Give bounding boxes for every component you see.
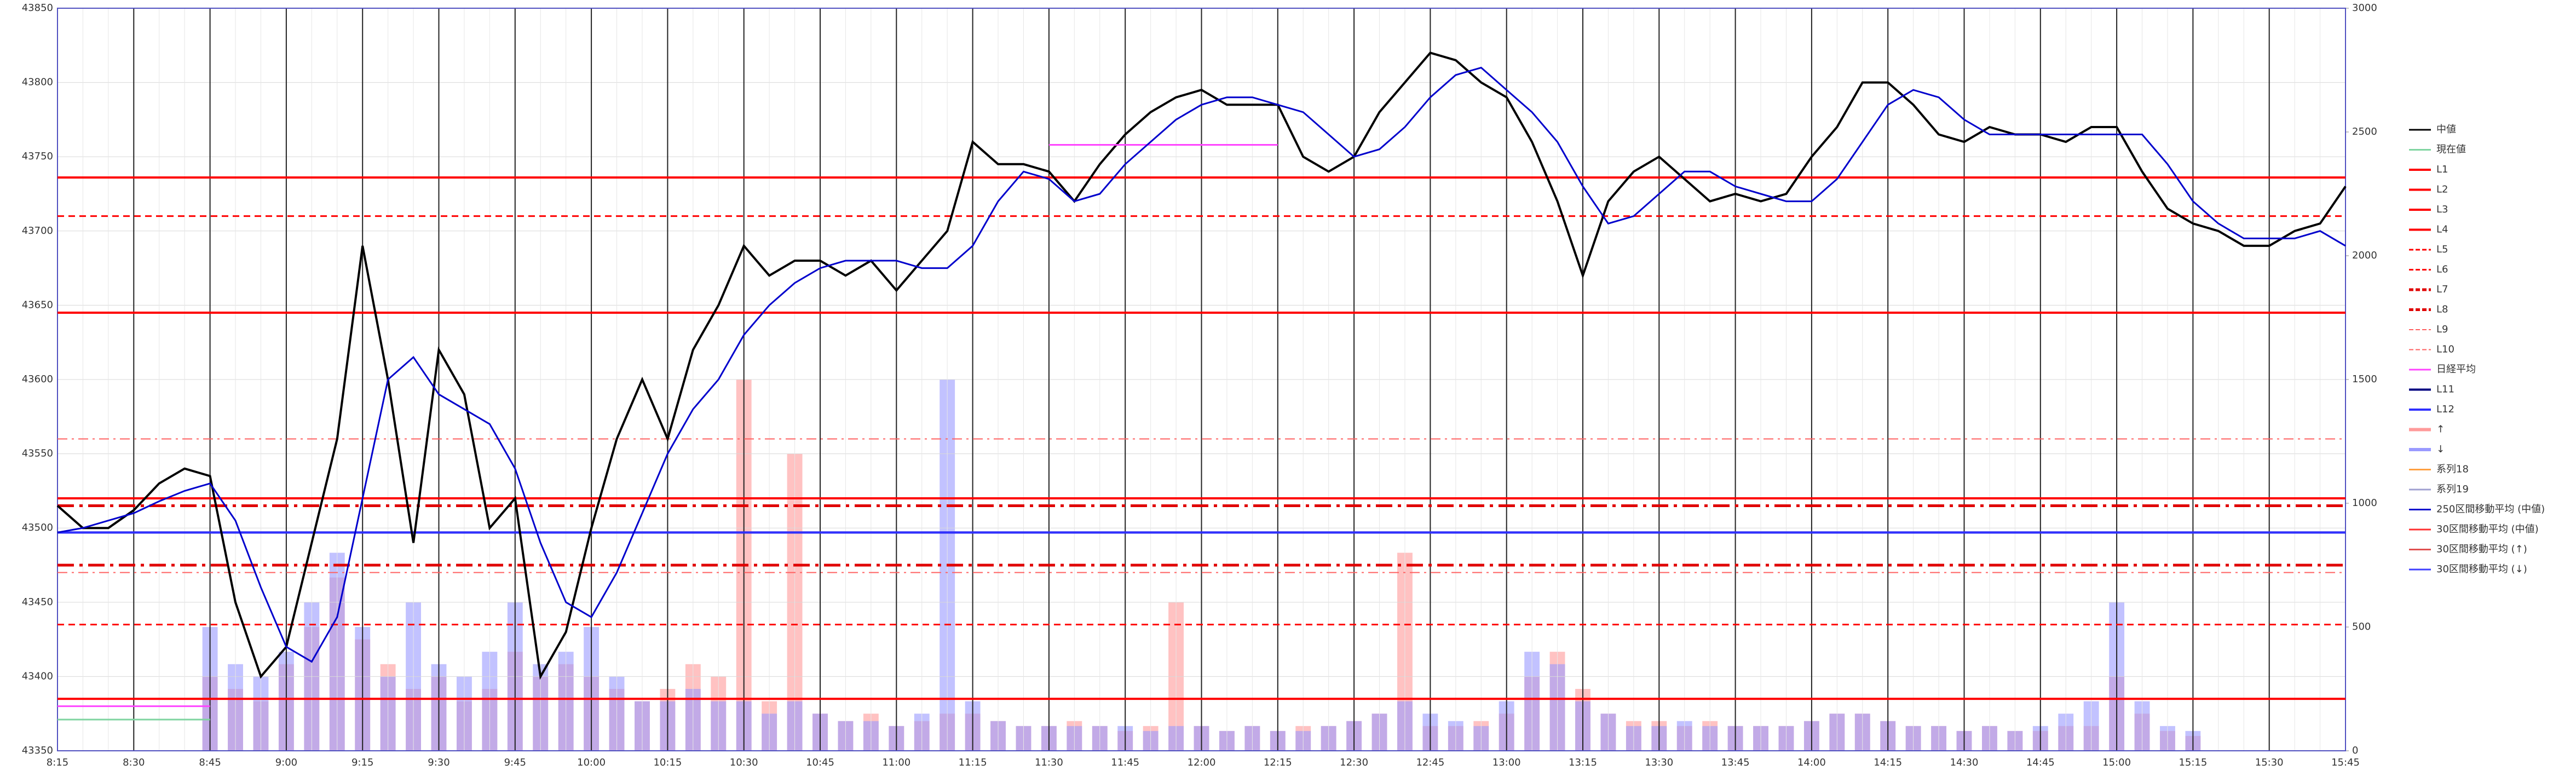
- x-tick-label: 8:15: [47, 757, 68, 768]
- legend-label: L2: [2436, 184, 2448, 196]
- legend-label: 30区間移動平均 (↑): [2436, 544, 2527, 555]
- y-tick-label: 43700: [22, 225, 53, 237]
- legend-label: 系列19: [2436, 484, 2469, 495]
- x-tick-label: 9:15: [351, 757, 373, 768]
- legend-label: L10: [2436, 344, 2454, 355]
- x-tick-label: 14:30: [1950, 757, 1979, 768]
- x-tick-label: 14:45: [2026, 757, 2055, 768]
- legend-label: L9: [2436, 324, 2448, 335]
- legend-label: L6: [2436, 264, 2448, 275]
- legend-label: ↑: [2436, 424, 2445, 435]
- x-tick-label: 13:00: [1492, 757, 1521, 768]
- x-tick-label: 15:45: [2331, 757, 2360, 768]
- x-tick-label: 12:30: [1340, 757, 1368, 768]
- x-tick-label: 15:00: [2102, 757, 2131, 768]
- legend-label: L4: [2436, 224, 2448, 235]
- x-tick-label: 11:30: [1035, 757, 1063, 768]
- y-tick-label: 43350: [22, 745, 53, 756]
- series-line: [57, 144, 1278, 708]
- x-tick-label: 9:30: [428, 757, 449, 768]
- legend-label: L7: [2436, 284, 2448, 295]
- y2-tick-label: 2500: [2352, 126, 2377, 137]
- y-tick-label: 43450: [22, 596, 53, 608]
- y-tick-label: 43600: [22, 373, 53, 385]
- x-tick-label: 15:15: [2179, 757, 2207, 768]
- x-tick-label: 8:30: [123, 757, 145, 768]
- x-tick-label: 13:45: [1721, 757, 1750, 768]
- x-tick-label: 12:15: [1264, 757, 1292, 768]
- legend-label: 30区間移動平均 (中値): [2436, 524, 2539, 535]
- y-tick-label: 43650: [22, 299, 53, 311]
- y2-tick-label: 500: [2352, 621, 2371, 633]
- y-tick-label: 43800: [22, 77, 53, 88]
- y2-tick-label: 3000: [2352, 2, 2377, 14]
- legend-label: 現在値: [2436, 144, 2466, 156]
- y2-tick-label: 1500: [2352, 373, 2377, 385]
- y-tick-label: 43850: [22, 2, 53, 14]
- legend-label: L8: [2436, 304, 2448, 315]
- plot-frame: [57, 8, 2346, 751]
- y-tick-label: 43500: [22, 522, 53, 533]
- x-tick-label: 13:15: [1569, 757, 1597, 768]
- legend-label: 250区間移動平均 (中値): [2436, 504, 2545, 515]
- series-line: [57, 66, 2346, 663]
- x-tick-label: 10:00: [577, 757, 606, 768]
- legend-label: L12: [2436, 404, 2454, 415]
- x-tick-label: 11:00: [882, 757, 910, 768]
- x-tick-label: 11:15: [959, 757, 987, 768]
- x-tick-label: 9:45: [504, 757, 526, 768]
- y-tick-label: 43750: [22, 151, 53, 162]
- x-tick-label: 13:30: [1645, 757, 1673, 768]
- x-tick-label: 15:30: [2255, 757, 2284, 768]
- legend-label: 系列18: [2436, 464, 2469, 475]
- legend-label: L5: [2436, 244, 2448, 255]
- legend-label: L1: [2436, 164, 2448, 175]
- x-tick-label: 12:45: [1416, 757, 1444, 768]
- y2-tick-label: 1000: [2352, 497, 2377, 509]
- legend-label: 中値: [2436, 124, 2456, 135]
- legend-label: L11: [2436, 384, 2454, 395]
- x-tick-label: 12:00: [1188, 757, 1216, 768]
- x-tick-label: 8:45: [199, 757, 221, 768]
- x-tick-label: 10:45: [806, 757, 834, 768]
- y-tick-label: 43550: [22, 448, 53, 459]
- x-tick-label: 10:15: [653, 757, 682, 768]
- x-tick-label: 14:00: [1797, 757, 1826, 768]
- x-tick-label: 14:15: [1874, 757, 1902, 768]
- y2-tick-label: 2000: [2352, 250, 2377, 261]
- series-line: [56, 51, 2347, 680]
- legend-label: 30区間移動平均 (↓): [2436, 564, 2527, 575]
- x-tick-label: 10:30: [730, 757, 758, 768]
- legend-label: ↓: [2436, 444, 2445, 455]
- x-tick-label: 9:00: [275, 757, 297, 768]
- legend-label: 日経平均: [2436, 364, 2476, 375]
- y2-tick-label: 0: [2352, 745, 2358, 756]
- legend-label: L3: [2436, 204, 2448, 215]
- x-tick-label: 11:45: [1111, 757, 1139, 768]
- y-tick-label: 43400: [22, 670, 53, 682]
